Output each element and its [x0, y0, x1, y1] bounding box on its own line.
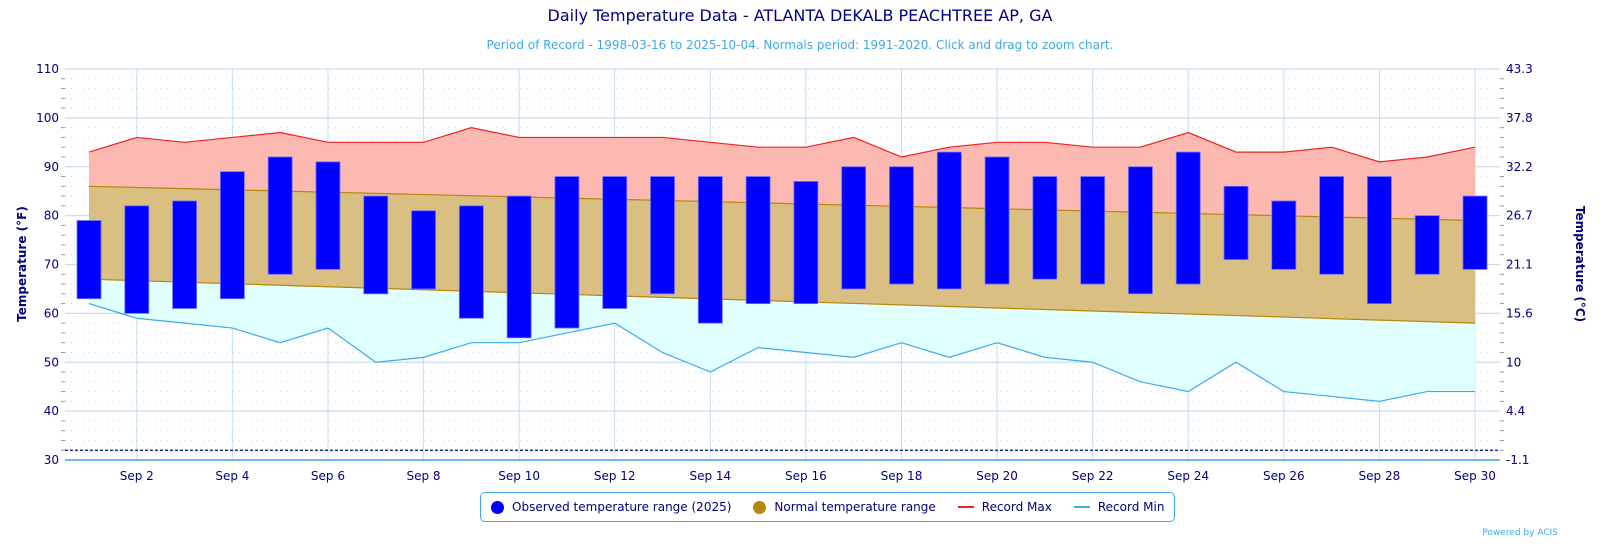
x-tick-label: Sep 20 — [976, 469, 1018, 483]
y-tick-label-left: 60 — [44, 306, 59, 320]
observed-bar[interactable] — [1271, 200, 1297, 270]
observed-bar[interactable] — [1414, 215, 1440, 275]
x-tick-label: Sep 22 — [1072, 469, 1114, 483]
credits-link[interactable]: Powered by ACIS — [1482, 528, 1558, 538]
legend-label: Record Min — [1097, 500, 1165, 514]
area-layer — [88, 127, 1476, 402]
y-tick-label-left: 90 — [44, 160, 59, 174]
normal-low-line — [88, 278, 1476, 324]
y-tick-label-left: 40 — [44, 404, 59, 418]
x-tick-label: Sep 2 — [120, 469, 154, 483]
y-tick-label-left: 30 — [44, 453, 59, 467]
observed-bar[interactable] — [267, 156, 293, 275]
observed-bar[interactable] — [1367, 176, 1392, 304]
y-tick-label-left: 100 — [36, 111, 59, 125]
record-min-area — [89, 279, 1475, 402]
y-tick-label-right: -1.1 — [1506, 453, 1529, 467]
record-min-line — [88, 303, 1475, 402]
x-tick-label: Sep 24 — [1167, 469, 1209, 483]
normal-dot-icon — [753, 500, 767, 514]
legend-item-record-min[interactable]: Record Min — [1073, 500, 1165, 514]
observed-bar[interactable] — [1080, 176, 1106, 285]
x-tick-label: Sep 12 — [594, 469, 636, 483]
observed-bar[interactable] — [411, 210, 436, 290]
x-tick-label: Sep 26 — [1263, 469, 1305, 483]
observed-bar[interactable] — [793, 181, 819, 305]
record-min-line-icon — [1073, 506, 1090, 508]
chart-title: Daily Temperature Data - ATLANTA DEKALB … — [547, 6, 1053, 25]
x-tick-label: Sep 8 — [407, 469, 441, 483]
observed-bar[interactable] — [363, 195, 389, 295]
observed-bar[interactable] — [1319, 176, 1345, 275]
x-tick-label: Sep 14 — [689, 469, 731, 483]
observed-bar[interactable] — [458, 205, 484, 319]
observed-bar[interactable] — [936, 151, 962, 290]
observed-bar[interactable] — [76, 220, 102, 300]
legend-label: Normal temperature range — [774, 500, 936, 514]
y-tick-label-right: 4.4 — [1506, 404, 1525, 418]
y-tick-label-right: 43.3 — [1506, 62, 1533, 76]
observed-bar[interactable] — [697, 176, 723, 324]
y-tick-label-right: 15.6 — [1506, 306, 1533, 320]
legend-item-record-max[interactable]: Record Max — [957, 500, 1052, 514]
record-max-line — [88, 127, 1476, 163]
y-tick-label-right: 21.1 — [1506, 258, 1533, 272]
observed-bar[interactable] — [124, 205, 150, 314]
y-tick-label-right: 26.7 — [1506, 209, 1533, 223]
legend-item-normal[interactable]: Normal temperature range — [753, 500, 936, 514]
bar-layer — [76, 151, 1488, 339]
y-tick-label-left: 110 — [36, 62, 59, 76]
observed-bar[interactable] — [554, 176, 580, 329]
observed-bar[interactable] — [172, 200, 197, 309]
legend-label: Observed temperature range (2025) — [512, 500, 732, 514]
observed-bar[interactable] — [889, 166, 914, 285]
x-tick-label: Sep 6 — [311, 469, 345, 483]
record-max-line-icon — [957, 506, 974, 508]
x-tick-label: Sep 10 — [498, 469, 540, 483]
x-tick-label: Sep 18 — [881, 469, 923, 483]
x-tick-label: Sep 4 — [215, 469, 249, 483]
x-tick-label: Sep 30 — [1454, 469, 1496, 483]
legend-label: Record Max — [981, 500, 1052, 514]
legend: Observed temperature range (2025) Normal… — [480, 492, 1176, 522]
observed-bar[interactable] — [1462, 195, 1488, 270]
y-tick-label-left: 50 — [44, 355, 59, 369]
y-tick-label-right: 10 — [1506, 355, 1521, 369]
observed-bar[interactable] — [984, 156, 1010, 285]
observed-bar[interactable] — [1175, 151, 1201, 285]
chart-subtitle: Period of Record - 1998-03-16 to 2025-10… — [486, 38, 1114, 52]
observed-bar[interactable] — [506, 195, 532, 339]
observed-bar[interactable] — [602, 176, 628, 309]
observed-bar[interactable] — [841, 166, 867, 290]
y-tick-label-right: 37.8 — [1506, 111, 1533, 125]
y-tick-label-left: 80 — [44, 209, 59, 223]
axis-layer: 30 -1.1 40 4.4 50 10 60 15.6 70 21.1 80 26.7 90 32.2 1… — [36, 62, 1533, 483]
observed-bar[interactable] — [315, 161, 341, 270]
observed-bar[interactable] — [1032, 176, 1058, 280]
observed-bar[interactable] — [650, 176, 675, 295]
x-tick-label: Sep 16 — [785, 469, 827, 483]
observed-bar[interactable] — [1128, 166, 1153, 295]
observed-bar[interactable] — [745, 176, 771, 304]
observed-dot-icon — [491, 500, 504, 514]
y-axis-title-right: Temperature (°C) — [1573, 206, 1587, 322]
y-axis-title-left: Temperature (°F) — [15, 206, 29, 322]
legend-item-observed[interactable]: Observed temperature range (2025) — [491, 500, 731, 514]
observed-bar[interactable] — [219, 171, 245, 300]
y-tick-label-left: 70 — [44, 258, 59, 272]
observed-bar[interactable] — [1223, 185, 1249, 261]
x-tick-label: Sep 28 — [1359, 469, 1401, 483]
y-tick-label-right: 32.2 — [1506, 160, 1533, 174]
